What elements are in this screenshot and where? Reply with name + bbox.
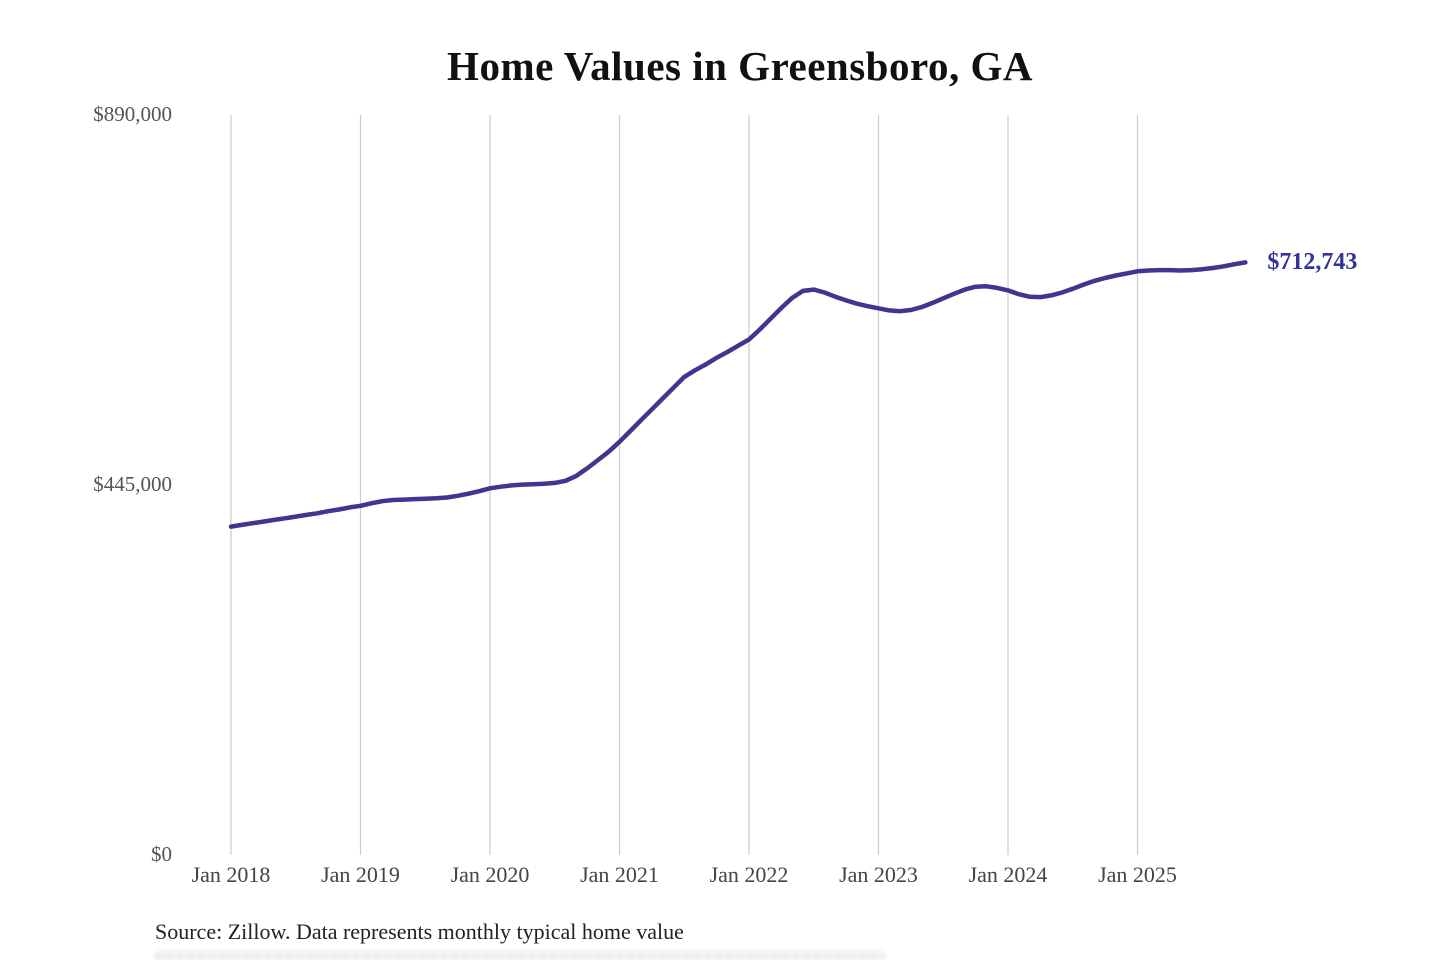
x-axis-tick-label: Jan 2018 [192,862,271,887]
source-note: Source: Zillow. Data represents monthly … [155,919,684,944]
y-axis-tick-label: $0 [151,842,172,866]
cropped-caption-remnant [155,951,885,960]
chart-title: Home Values in Greensboro, GA [447,43,1033,89]
x-axis-tick-label: Jan 2019 [321,862,400,887]
x-axis-tick-label: Jan 2020 [451,862,530,887]
y-axis-tick-label: $445,000 [93,472,172,496]
x-axis-tick-label: Jan 2025 [1098,862,1177,887]
y-axis-tick-label: $890,000 [93,102,172,126]
x-axis-tick-label: Jan 2022 [710,862,789,887]
latest-value-label: $712,743 [1267,249,1357,275]
x-axis-tick-label: Jan 2021 [580,862,659,887]
x-axis-tick-label: Jan 2024 [969,862,1048,887]
home-value-line [228,260,1248,529]
x-axis-tick-label: Jan 2023 [839,862,918,887]
